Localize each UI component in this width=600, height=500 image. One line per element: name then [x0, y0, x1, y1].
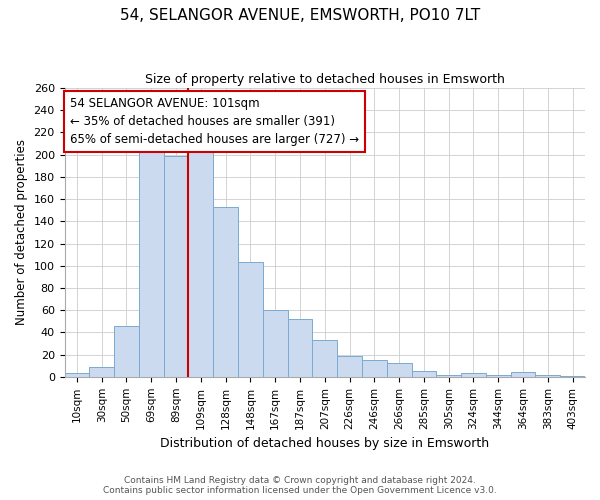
Bar: [486, 374, 511, 377]
Bar: [89, 367, 114, 377]
X-axis label: Distribution of detached houses by size in Emsworth: Distribution of detached houses by size …: [160, 437, 490, 450]
Bar: [535, 374, 560, 377]
Bar: [560, 376, 585, 377]
Bar: [287, 319, 313, 377]
Bar: [139, 152, 164, 377]
Bar: [238, 262, 263, 377]
Bar: [511, 372, 535, 377]
Bar: [412, 372, 436, 377]
Bar: [337, 356, 362, 377]
Title: Size of property relative to detached houses in Emsworth: Size of property relative to detached ho…: [145, 72, 505, 86]
Text: 54, SELANGOR AVENUE, EMSWORTH, PO10 7LT: 54, SELANGOR AVENUE, EMSWORTH, PO10 7LT: [120, 8, 480, 22]
Bar: [313, 340, 337, 377]
Bar: [362, 360, 387, 377]
Bar: [461, 374, 486, 377]
Text: Contains HM Land Registry data © Crown copyright and database right 2024.
Contai: Contains HM Land Registry data © Crown c…: [103, 476, 497, 495]
Bar: [263, 310, 287, 377]
Bar: [65, 374, 89, 377]
Bar: [387, 364, 412, 377]
Bar: [114, 326, 139, 377]
Bar: [188, 149, 213, 377]
Bar: [436, 374, 461, 377]
Bar: [164, 156, 188, 377]
Text: 54 SELANGOR AVENUE: 101sqm
← 35% of detached houses are smaller (391)
65% of sem: 54 SELANGOR AVENUE: 101sqm ← 35% of deta…: [70, 96, 359, 146]
Y-axis label: Number of detached properties: Number of detached properties: [15, 140, 28, 326]
Bar: [213, 207, 238, 377]
